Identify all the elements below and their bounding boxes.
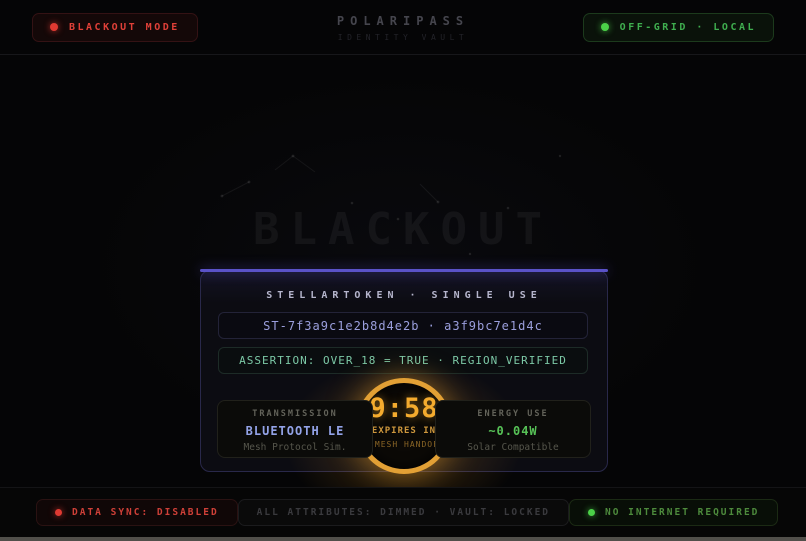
no-internet-dot-icon xyxy=(588,509,596,516)
card-title: STELLARTOKEN · SINGLE USE xyxy=(266,290,542,301)
transmission-value: BLUETOOTH LE xyxy=(245,424,345,438)
blackout-watermark: BLACKOUT xyxy=(253,204,553,255)
data-sync-pill[interactable]: DATA SYNC: DISABLED xyxy=(36,499,238,526)
offgrid-local-badge[interactable]: OFF-GRID · LOCAL xyxy=(582,12,774,42)
assertion-value: ASSERTION: OVER_18 = TRUE · REGION_VERIF… xyxy=(239,354,567,367)
blackout-mode-label: BLACKOUT MODE xyxy=(69,21,180,33)
assertion-box: ASSERTION: OVER_18 = TRUE · REGION_VERIF… xyxy=(218,347,588,374)
no-internet-pill: NO INTERNET REQUIRED xyxy=(569,499,779,526)
main-stage: BLACKOUT STELLARTOKEN · SINGLE USE ST-7f… xyxy=(0,56,806,541)
stellar-token-card: STELLARTOKEN · SINGLE USE ST-7f3a9c1e2b8… xyxy=(200,269,608,541)
info-panel-row: TRANSMISSION BLUETOOTH LE Mesh Protocol … xyxy=(217,400,591,458)
transmission-label: TRANSMISSION xyxy=(252,409,338,419)
countdown-value: 9:58 xyxy=(369,393,439,424)
token-id-value: ST-7f3a9c1e2b8d4e2b · a3f9bc7e1d4c xyxy=(263,318,543,333)
transmission-sub: Mesh Protocol Sim. xyxy=(243,442,347,453)
vault-status-pill: ALL ATTRIBUTES: DIMMED · VAULT: LOCKED xyxy=(237,499,570,526)
transmission-panel: TRANSMISSION BLUETOOTH LE Mesh Protocol … xyxy=(217,400,373,458)
no-internet-label: NO INTERNET REQUIRED xyxy=(605,507,760,518)
constellation-decoration xyxy=(220,154,562,256)
status-dot-green-icon xyxy=(600,23,609,31)
energy-use-sub: Solar Compatible xyxy=(467,442,559,453)
mesh-handoff-label: · MESH HANDOFF xyxy=(363,440,445,449)
status-dot-red-icon xyxy=(50,23,58,31)
energy-use-label: ENERGY USE xyxy=(477,409,549,419)
data-sync-dot-icon xyxy=(55,509,62,516)
vault-status-label: ALL ATTRIBUTES: DIMMED · VAULT: LOCKED xyxy=(256,507,551,518)
blackout-mode-badge[interactable]: BLACKOUT MODE xyxy=(32,12,198,42)
data-sync-label: DATA SYNC: DISABLED xyxy=(72,507,219,518)
offgrid-local-label: OFF-GRID · LOCAL xyxy=(619,21,756,33)
app-title: POLARIPASS xyxy=(336,13,470,28)
card-accent-line xyxy=(200,269,608,272)
app-subtitle: IDENTITY VAULT xyxy=(337,32,469,42)
energy-use-panel: ENERGY USE ~0.04W Solar Compatible xyxy=(435,400,591,458)
bottom-edge-strip xyxy=(0,537,806,541)
expires-label: EXPIRES IN xyxy=(371,426,437,436)
footer-status-bar: DATA SYNC: DISABLED ALL ATTRIBUTES: DIMM… xyxy=(0,487,806,537)
token-id-box[interactable]: ST-7f3a9c1e2b8d4e2b · a3f9bc7e1d4c xyxy=(218,312,588,339)
energy-use-value: ~0.04W xyxy=(488,424,538,438)
header-bar: BLACKOUT MODE POLARIPASS IDENTITY VAULT … xyxy=(0,0,806,55)
